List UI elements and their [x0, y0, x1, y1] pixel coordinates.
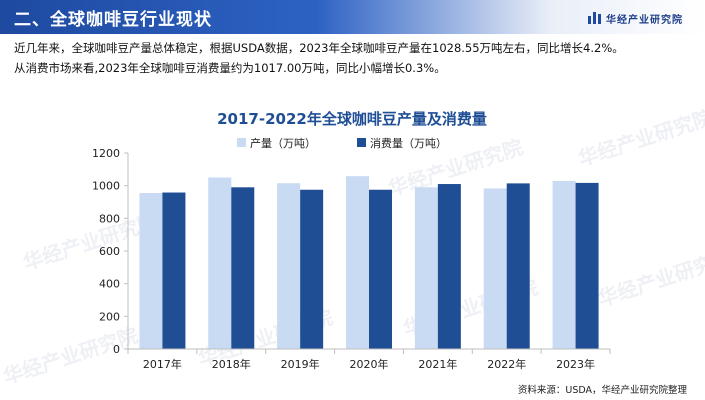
- source-note: 资料来源：USDA，华经产业研究院整理: [517, 385, 687, 396]
- bar-consumption: [231, 187, 255, 349]
- legend-label: 消费量（万吨）: [370, 136, 447, 150]
- brand-name: 华经产业研究院: [606, 14, 683, 26]
- bar-consumption: [369, 189, 392, 349]
- y-axis: 0 200 400 600 800 1000 1200: [92, 147, 129, 356]
- page-title: 二、全球咖啡豆行业现状: [14, 10, 212, 30]
- x-tick-label: 2020年: [350, 357, 389, 371]
- header-band: 二、全球咖啡豆行业现状 华经产业研究院: [0, 0, 705, 34]
- bar-consumption: [575, 182, 599, 349]
- bar-production: [414, 187, 438, 349]
- y-tick-label: 1000: [92, 180, 120, 193]
- x-tick-label: 2023年: [556, 357, 595, 371]
- y-tick-label: 200: [99, 310, 120, 323]
- x-tick-label: 2022年: [487, 357, 526, 371]
- x-tick-label: 2021年: [418, 357, 457, 371]
- bars: [139, 176, 599, 349]
- y-tick-label: 600: [99, 245, 120, 258]
- bar-production: [483, 188, 507, 349]
- chart-legend: 产量（万吨） 消费量（万吨）: [237, 136, 447, 150]
- intro-line-2: 从消费市场来看,2023年全球咖啡豆消费量约为1017.00万吨，同比小幅增长0…: [14, 61, 446, 75]
- brand-logo-icon: [588, 12, 601, 24]
- bar-production: [346, 176, 369, 349]
- x-tick-label: 2019年: [281, 357, 320, 371]
- x-axis: 2017年 2018年 2019年 2020年 2021年 2022年 2023年: [127, 348, 611, 371]
- bar-consumption: [506, 183, 530, 349]
- legend-swatch: [237, 138, 246, 147]
- intro-text: 近几年来，全球咖啡豆产量总体稳定，根据USDA数据，2023年全球咖啡豆产量在1…: [14, 38, 699, 78]
- y-tick-label: 800: [99, 212, 120, 225]
- bar-consumption: [162, 192, 186, 349]
- brand: 华经产业研究院: [588, 9, 683, 27]
- x-tick-label: 2017年: [143, 357, 182, 371]
- x-tick-label: 2018年: [212, 357, 251, 371]
- bar-chart: 2017-2022年全球咖啡豆产量及消费量 产量（万吨） 消费量（万吨） 0 200…: [92, 110, 611, 371]
- bar-consumption: [300, 189, 324, 349]
- bar-production: [277, 183, 301, 349]
- legend-label: 产量（万吨）: [250, 136, 316, 150]
- y-tick-label: 400: [99, 278, 120, 291]
- bar-production: [139, 193, 163, 349]
- bar-production: [552, 180, 576, 349]
- bar-consumption: [437, 184, 461, 349]
- y-tick-label: 1200: [92, 147, 120, 160]
- legend-swatch: [357, 138, 366, 147]
- y-tick-label: 0: [113, 343, 120, 356]
- intro-line-1: 近几年来，全球咖啡豆产量总体稳定，根据USDA数据，2023年全球咖啡豆产量在1…: [14, 41, 624, 55]
- chart-title: 2017-2022年全球咖啡豆产量及消费量: [217, 110, 487, 128]
- bar-production: [208, 177, 232, 349]
